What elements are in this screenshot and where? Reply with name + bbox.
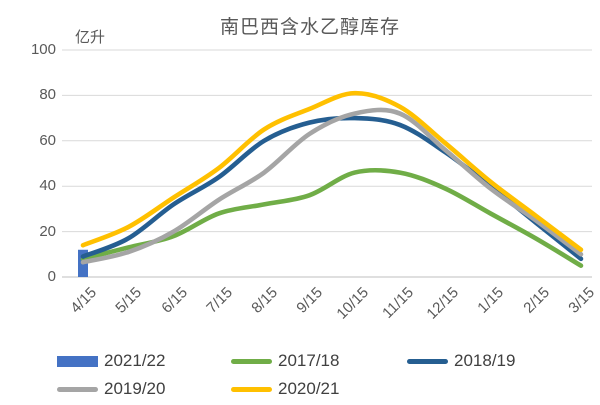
- y-tick-label: 40: [39, 177, 56, 195]
- legend-label: 2017/18: [278, 351, 340, 370]
- y-tick-label: 20: [39, 222, 56, 240]
- legend-label: 2020/21: [278, 379, 340, 398]
- series-line-2020-21: [80, 90, 584, 253]
- y-tick-label: 0: [47, 268, 56, 285]
- legend-item-2021-22: 2021/22: [57, 352, 165, 370]
- line-swatch: [57, 386, 98, 392]
- legend-item-2020-21: 2020/21: [231, 380, 339, 398]
- line-swatch: [407, 358, 448, 364]
- y-tick-label: 80: [39, 86, 56, 104]
- legend-label: 2019/20: [104, 379, 166, 398]
- legend-item-2019-20: 2019/20: [57, 380, 165, 398]
- chart-title: 南巴西含水乙醇库存: [219, 16, 400, 38]
- legend-item-2017-18: 2017/18: [231, 352, 339, 370]
- legend-item-2018-19: 2018/19: [407, 352, 515, 370]
- y-tick-label: 100: [30, 41, 56, 58]
- legend-label: 2018/19: [454, 351, 516, 370]
- y-tick-label: 60: [39, 131, 56, 149]
- series-line-2017-18: [80, 167, 584, 268]
- line-swatch: [231, 386, 272, 392]
- line-swatch: [231, 358, 272, 364]
- legend-label: 2021/22: [104, 351, 166, 370]
- y-axis-unit-label: 亿升: [75, 29, 106, 46]
- bar-swatch: [57, 355, 98, 367]
- series-line-2019-20: [80, 107, 584, 265]
